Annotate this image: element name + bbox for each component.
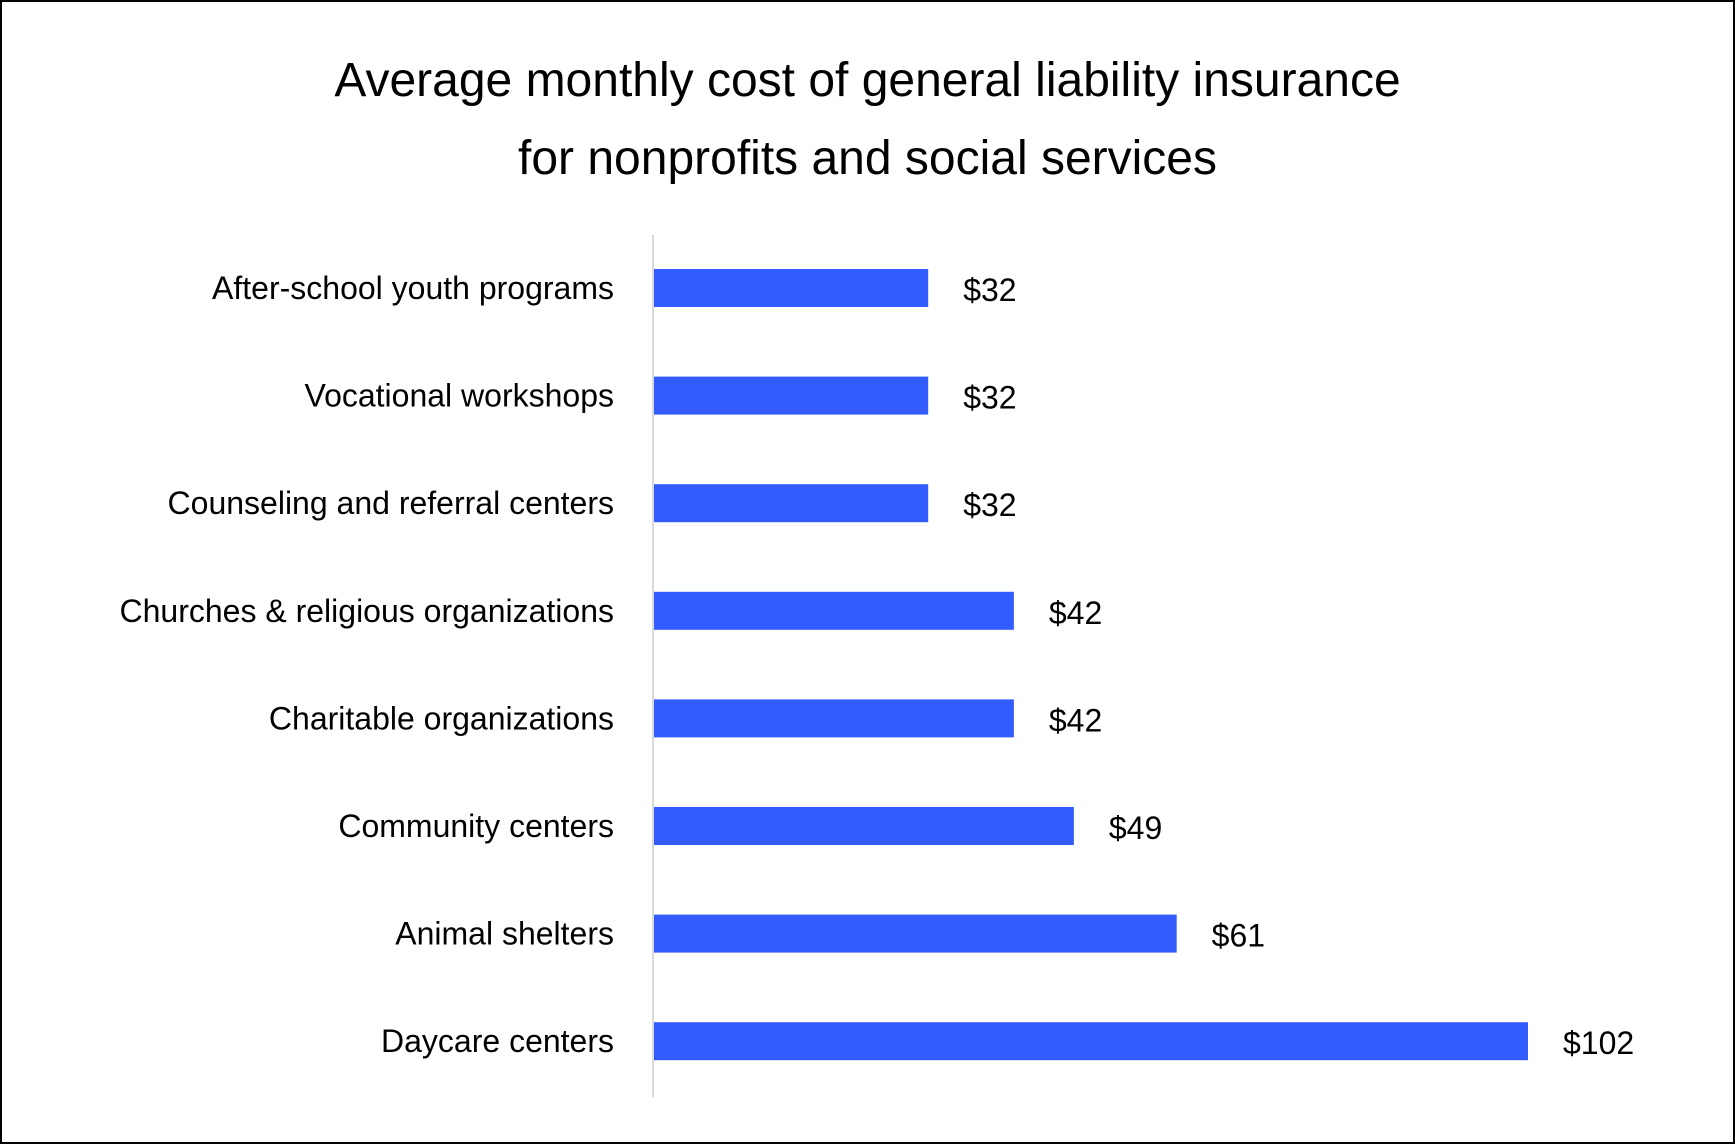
- data-label: $32: [963, 380, 1016, 416]
- category-label: After-school youth programs: [212, 270, 614, 306]
- category-label: Churches & religious organizations: [120, 593, 614, 629]
- data-label: $61: [1212, 918, 1265, 954]
- category-label: Vocational workshops: [304, 378, 614, 414]
- category-label: Animal shelters: [395, 916, 614, 952]
- bar: [654, 484, 929, 523]
- bar: [654, 1022, 1528, 1061]
- bar: [654, 699, 1014, 738]
- category-label: Counseling and referral centers: [168, 485, 614, 521]
- chart-title-line-2: for nonprofits and social services: [518, 132, 1217, 185]
- category-label: Charitable organizations: [269, 700, 614, 736]
- chart-title: Average monthly cost of general liabilit…: [2, 42, 1733, 198]
- data-label: $102: [1563, 1025, 1634, 1061]
- bar: [654, 914, 1177, 953]
- data-label: $42: [1049, 595, 1102, 631]
- chart-title-line-1: Average monthly cost of general liabilit…: [334, 54, 1401, 107]
- category-label: Daycare centers: [381, 1023, 614, 1059]
- data-label: $49: [1109, 810, 1162, 846]
- bar: [654, 269, 929, 307]
- category-label: Community centers: [338, 808, 614, 844]
- bar: [654, 376, 929, 415]
- data-label: $32: [963, 272, 1016, 308]
- data-label: $42: [1049, 702, 1102, 738]
- bar: [654, 807, 1074, 845]
- bar: [654, 591, 1014, 630]
- data-label: $32: [963, 487, 1016, 523]
